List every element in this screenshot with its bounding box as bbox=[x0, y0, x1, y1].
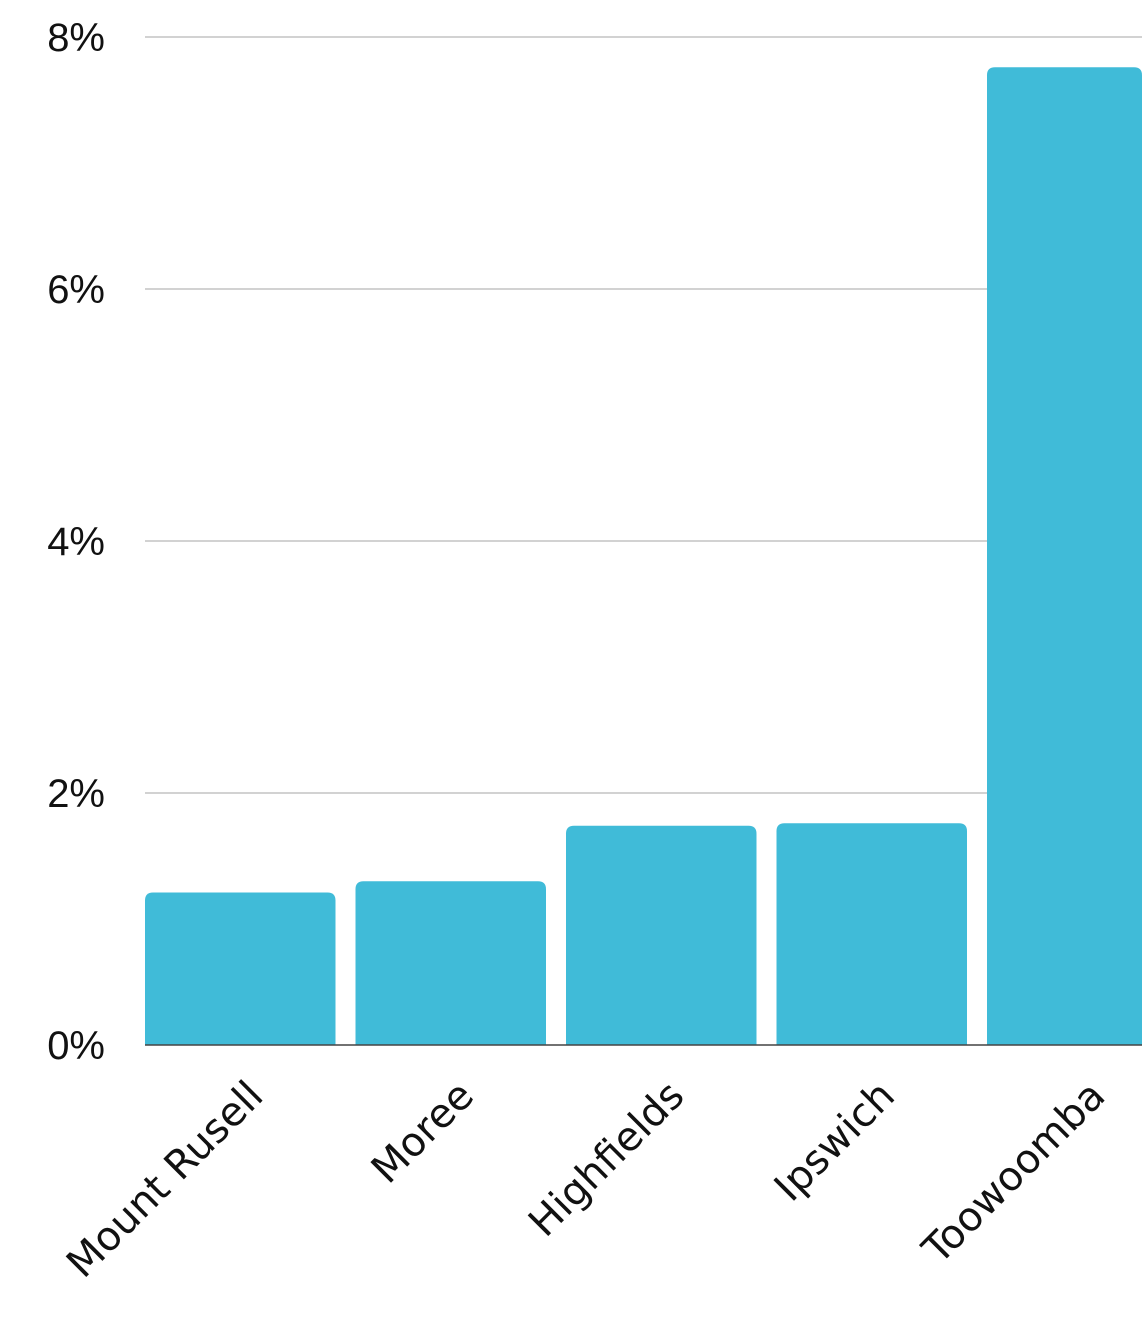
y-tick-label: 8% bbox=[47, 16, 105, 60]
bar-ipswich bbox=[776, 823, 967, 1045]
bars bbox=[145, 67, 1142, 1046]
gridlines bbox=[145, 36, 1142, 794]
x-category-label: Highfields bbox=[520, 1073, 693, 1246]
bar-highfields bbox=[566, 825, 757, 1045]
x-axis-category-labels: Mount Rusell Moree Highfields Ipswich Toowoo… bbox=[58, 1073, 1114, 1287]
x-category-label: Mount Rusell bbox=[58, 1073, 272, 1287]
x-category-label: Ipswich bbox=[766, 1073, 904, 1211]
y-tick-label: 6% bbox=[47, 268, 105, 312]
y-tick-label: 2% bbox=[47, 772, 105, 816]
y-tick-label: 0% bbox=[47, 1024, 105, 1068]
x-category-label: Toowoomba bbox=[913, 1073, 1114, 1274]
y-tick-label: 4% bbox=[47, 520, 105, 564]
bar-toowoomba bbox=[987, 67, 1142, 1046]
x-category-label: Moree bbox=[363, 1073, 483, 1193]
bar-moree bbox=[355, 881, 546, 1045]
y-axis-tick-labels: 0% 2% 4% 6% 8% bbox=[47, 16, 105, 1068]
bar-mount-rusell bbox=[145, 892, 336, 1045]
